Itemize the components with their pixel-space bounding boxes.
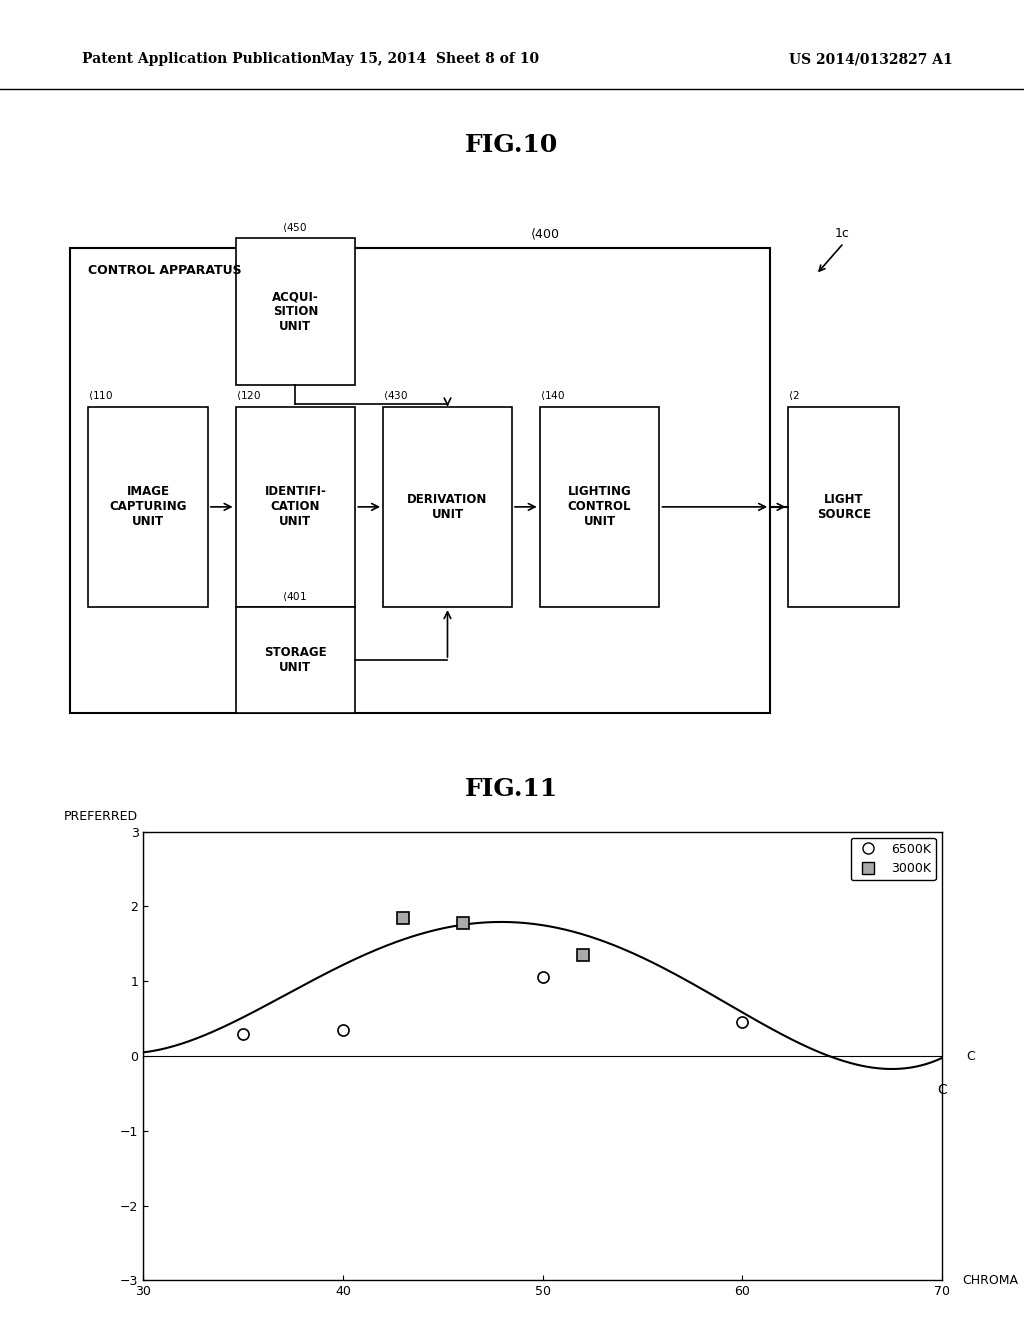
Text: LIGHT
SOURCE: LIGHT SOURCE xyxy=(817,492,870,521)
FancyBboxPatch shape xyxy=(236,238,355,385)
Text: US 2014/0132827 A1: US 2014/0132827 A1 xyxy=(788,53,952,66)
Text: $\langle$450: $\langle$450 xyxy=(282,220,307,234)
Text: ACQUI-
SITION
UNIT: ACQUI- SITION UNIT xyxy=(272,290,318,333)
Text: FIG.10: FIG.10 xyxy=(465,133,559,157)
FancyBboxPatch shape xyxy=(236,407,355,607)
Text: $\langle$430: $\langle$430 xyxy=(383,389,409,403)
Legend: 6500K, 3000K: 6500K, 3000K xyxy=(851,838,936,880)
Text: LIGHTING
CONTROL
UNIT: LIGHTING CONTROL UNIT xyxy=(567,486,632,528)
FancyBboxPatch shape xyxy=(383,407,512,607)
Text: DERIVATION
UNIT: DERIVATION UNIT xyxy=(408,492,487,521)
Text: C: C xyxy=(937,1082,947,1097)
Text: PREFERRED: PREFERRED xyxy=(63,809,137,822)
Text: IMAGE
CAPTURING
UNIT: IMAGE CAPTURING UNIT xyxy=(110,486,186,528)
Text: STORAGE
UNIT: STORAGE UNIT xyxy=(264,645,327,675)
Text: $\langle$120: $\langle$120 xyxy=(236,389,261,403)
Text: $\langle$401: $\langle$401 xyxy=(282,590,306,603)
Text: IDENTIFI-
CATION
UNIT: IDENTIFI- CATION UNIT xyxy=(264,486,327,528)
Text: C: C xyxy=(966,1049,975,1063)
FancyBboxPatch shape xyxy=(788,407,899,607)
Text: Patent Application Publication: Patent Application Publication xyxy=(82,53,322,66)
FancyBboxPatch shape xyxy=(70,248,770,713)
FancyBboxPatch shape xyxy=(540,407,659,607)
FancyBboxPatch shape xyxy=(236,607,355,713)
Text: May 15, 2014  Sheet 8 of 10: May 15, 2014 Sheet 8 of 10 xyxy=(321,53,540,66)
Text: $\langle$140: $\langle$140 xyxy=(540,389,565,403)
Text: FIG.11: FIG.11 xyxy=(465,777,559,801)
Text: $\langle$400: $\langle$400 xyxy=(530,227,560,242)
FancyBboxPatch shape xyxy=(88,407,208,607)
Text: $\langle$110: $\langle$110 xyxy=(88,389,114,403)
Text: CHROMA: CHROMA xyxy=(963,1274,1018,1287)
Text: 1c: 1c xyxy=(835,227,850,240)
Text: $\langle$2: $\langle$2 xyxy=(788,389,800,403)
Text: CONTROL APPARATUS: CONTROL APPARATUS xyxy=(88,264,242,277)
